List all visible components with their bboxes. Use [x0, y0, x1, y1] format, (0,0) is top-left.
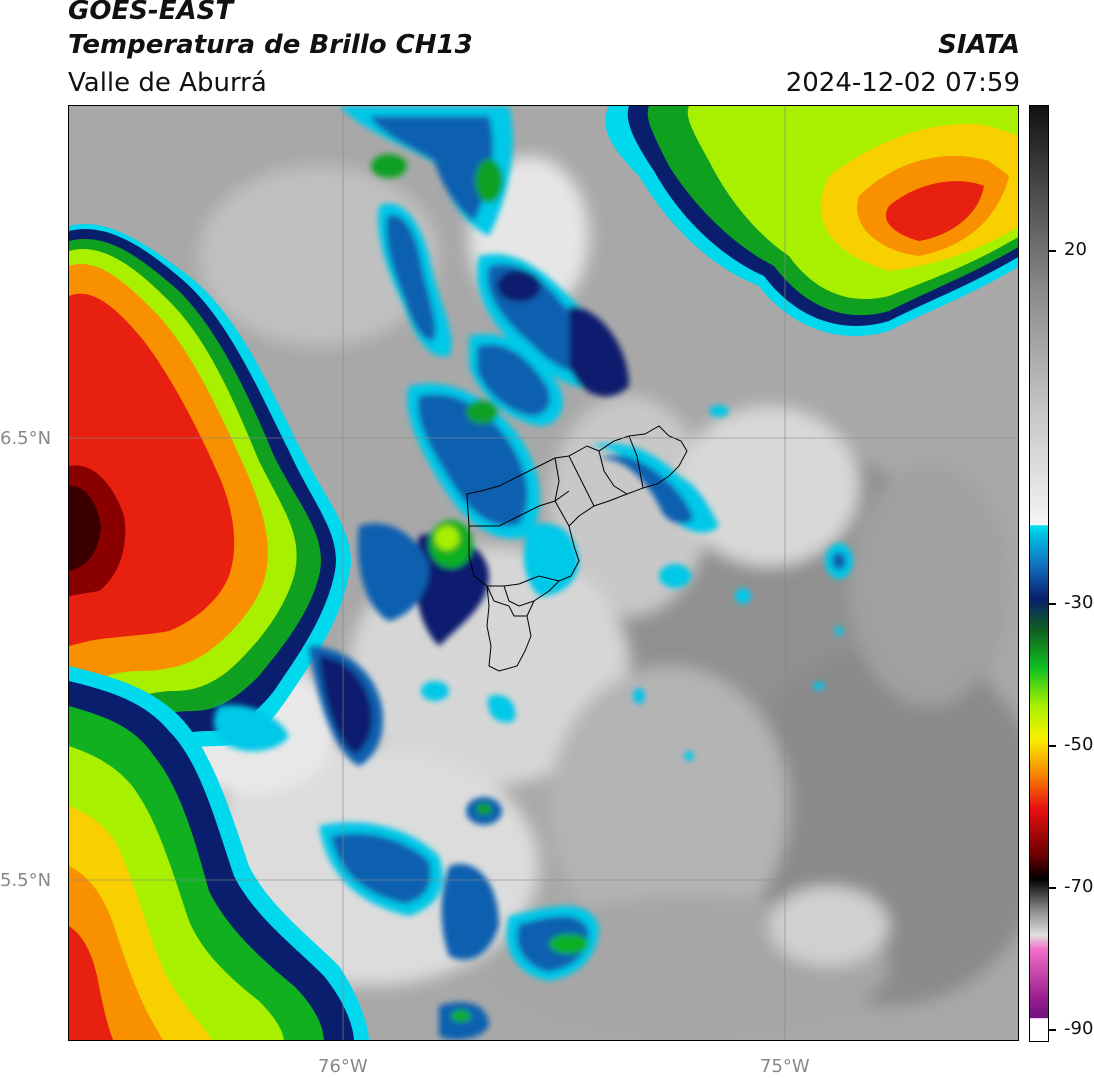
- map-canvas: [69, 106, 1018, 1040]
- region-subtitle: Valle de Aburrá: [68, 68, 267, 98]
- convective-cell-southwest: [69, 666, 369, 1040]
- agency-label: SIATA: [938, 30, 1020, 60]
- satellite-map: [68, 105, 1019, 1041]
- convective-cell-west: [69, 224, 351, 797]
- lon-label-75: 75°W: [760, 1056, 810, 1077]
- lon-label-76: 76°W: [318, 1056, 368, 1077]
- colorbar-tick-minus70: [1049, 887, 1056, 889]
- lat-label-6-5: 6.5°N: [0, 428, 52, 449]
- colorbar-tick-minus30: [1049, 603, 1056, 605]
- scattered-clouds: [213, 106, 853, 1040]
- colorbar-label-minus30: -30: [1064, 592, 1094, 613]
- satellite-title: GOES-EAST: [68, 0, 234, 26]
- colorbar-label-minus90: -90: [1064, 1018, 1094, 1039]
- colorbar-label-minus70: -70: [1064, 876, 1094, 897]
- gray-texture: [159, 156, 1018, 1036]
- lat-label-5-5: 5.5°N: [0, 870, 52, 891]
- colorbar-label-minus50: -50: [1064, 734, 1094, 755]
- colorbar-gradient: [1030, 106, 1048, 1041]
- graticule: [69, 106, 1018, 1040]
- colorbar-tick-minus50: [1049, 745, 1056, 747]
- product-title: Temperatura de Brillo CH13: [68, 30, 473, 60]
- municipality-boundaries: [466, 425, 688, 672]
- convective-cell-northeast: [605, 106, 1018, 336]
- colorbar-label-20: 20: [1064, 239, 1087, 260]
- colorbar-tick-20: [1049, 250, 1056, 252]
- colorbar-tick-minus90: [1049, 1029, 1056, 1031]
- temperature-colorbar: [1029, 105, 1049, 1042]
- datetime-label: 2024-12-02 07:59: [785, 68, 1020, 98]
